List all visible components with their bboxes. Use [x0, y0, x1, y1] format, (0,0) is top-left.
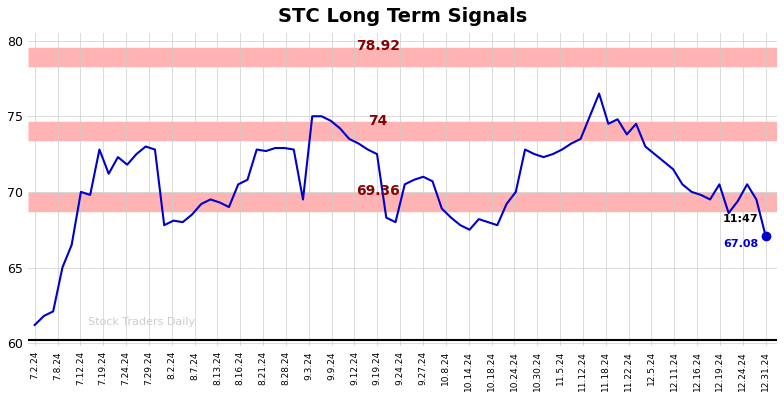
Title: STC Long Term Signals: STC Long Term Signals	[278, 7, 527, 26]
Text: Stock Traders Daily: Stock Traders Daily	[88, 318, 195, 328]
Text: 69.36: 69.36	[357, 184, 400, 198]
Text: 78.92: 78.92	[356, 39, 400, 53]
Text: 74: 74	[368, 113, 388, 128]
Text: 11:47: 11:47	[723, 214, 759, 224]
Text: 67.08: 67.08	[724, 239, 759, 249]
